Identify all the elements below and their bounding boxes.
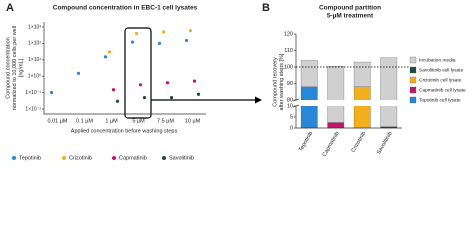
axis-line: [43, 22, 206, 115]
data-point: [192, 79, 197, 83]
legend-marker: [62, 156, 66, 160]
legend-label: Incubation media: [419, 57, 456, 63]
data-point: [169, 95, 174, 100]
y-tick-label: 0: [290, 125, 293, 131]
legend-swatch: [409, 86, 417, 94]
data-point: [142, 95, 147, 100]
bar-segment: [353, 61, 371, 87]
y-tick-label: 1×10⁰: [28, 74, 41, 80]
data-point: [196, 92, 201, 96]
y-tick-label: 1×10²: [28, 41, 41, 47]
x-tick-label: Crizotinib: [351, 131, 368, 154]
x-tick-label: 10 µM: [185, 118, 201, 124]
x-tick-label: 5 µM: [132, 118, 145, 124]
y-tick-label: 1×10³: [28, 24, 41, 30]
legend-label: Tepotinib: [19, 155, 41, 161]
bar-segment: [327, 122, 345, 129]
data-point: [138, 83, 143, 87]
y-axis-label: Compound recovery after washing steps [%…: [272, 53, 285, 110]
chart-title: Compound partition: [319, 5, 381, 12]
y-axis-label-line: Compound recovery: [272, 57, 278, 107]
data-point: [115, 99, 120, 103]
y-tick-label: 90: [287, 81, 293, 87]
chart-title: Compound concentration in EBC-1 cell lys…: [53, 5, 198, 12]
legend-swatch: [409, 66, 417, 74]
x-tick-label: 1 µM: [105, 118, 118, 124]
legend-marker: [112, 156, 116, 160]
x-tick-label: 0.01 µM: [48, 118, 68, 124]
y-axis-label-line: Compound concentration: [5, 37, 11, 98]
data-point: [49, 91, 54, 95]
bar-segment: [300, 86, 318, 129]
legend-label: Crizotinib cell lysate: [419, 77, 462, 83]
chart-subtitle: 5-µM treatment: [327, 13, 374, 20]
data-point: [130, 40, 135, 44]
y-tick-label: 110: [284, 48, 293, 54]
y-tick-label: 5: [290, 114, 293, 120]
y-tick-label: 1×10⁻²: [25, 106, 41, 112]
panel-label: B: [262, 2, 270, 14]
y-tick-label: 120: [284, 31, 293, 37]
y-axis-label-line: normalized to 10,000 cells per well: [12, 26, 18, 110]
legend-label: Savolitinib: [169, 155, 194, 161]
y-axis-label: Compound concentration normalized to 10,…: [5, 26, 24, 110]
legend-swatch: [409, 56, 417, 64]
legend-marker: [162, 156, 166, 160]
data-point: [107, 50, 112, 54]
x-axis-label: Applied concentration before washing ste…: [71, 128, 178, 134]
data-point: [111, 88, 116, 92]
highlight-box: [124, 27, 152, 119]
legend-swatch: [409, 96, 417, 104]
data-point: [188, 28, 193, 33]
data-point: [103, 55, 108, 59]
legend-label: Capmatinib cell lysate: [419, 87, 466, 93]
data-point: [157, 41, 162, 45]
data-point: [184, 38, 189, 43]
x-tick-label: 0.1 µM: [76, 118, 93, 124]
x-tick-label: 7.5 µM: [157, 118, 174, 124]
data-point: [165, 81, 170, 85]
arrow-head: [255, 96, 262, 104]
y-tick-label: 1×10⁻¹: [25, 90, 41, 96]
y-axis-label-line: [ng/mL]: [18, 58, 24, 77]
legend-label: Capmatinib: [119, 155, 147, 161]
y-tick-label: 10: [287, 103, 293, 109]
bar-segment: [300, 60, 318, 87]
y-tick-label: 100: [284, 64, 293, 70]
legend-label: Crizotinib: [69, 155, 92, 161]
y-tick-label: 80: [287, 97, 293, 103]
data-point: [134, 31, 139, 36]
x-tick-label: Tepotinib: [298, 131, 314, 153]
bar-segment: [380, 57, 398, 127]
panel-label: A: [6, 2, 14, 14]
data-point: [161, 30, 166, 34]
y-tick-label: 1×10¹: [28, 57, 41, 63]
axis-break-gap: [293, 100, 403, 106]
bar-segment: [353, 86, 371, 129]
figure: A Compound concentration in EBC-1 cell l…: [5, 2, 466, 162]
x-tick-label: Savolitinib: [376, 131, 394, 156]
legend-marker: [12, 156, 16, 160]
data-point: [76, 71, 81, 75]
legend-label: Tepotinib cell lysate: [419, 97, 461, 103]
y-axis-label-line: after washing steps [%]: [279, 53, 285, 110]
legend-label: Savolitinib cell lysate: [419, 67, 464, 73]
bar-segment: [327, 66, 345, 123]
legend-swatch: [409, 76, 417, 84]
x-tick-label: Capmatinib: [322, 131, 341, 158]
